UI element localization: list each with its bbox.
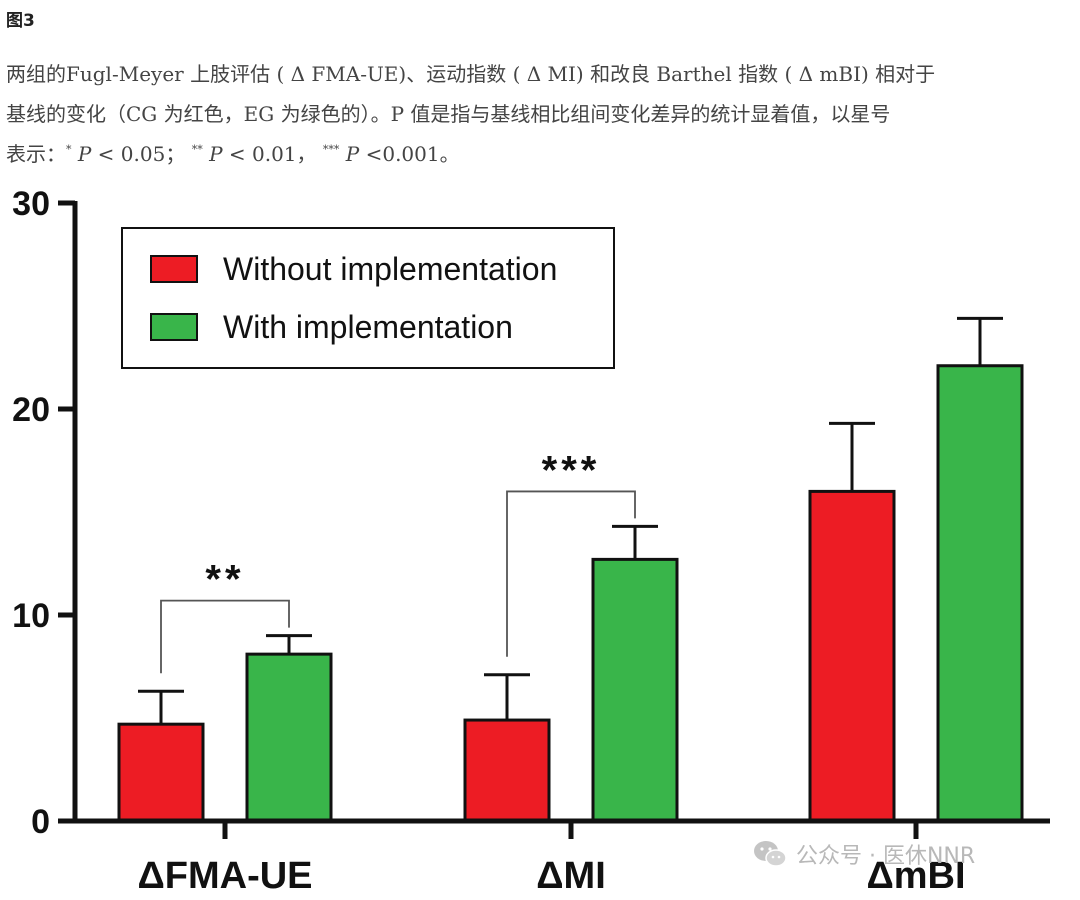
sig2-mark: ** [191,143,203,156]
significance-bracket [160,599,290,674]
figure-label: 图3 [6,11,35,31]
watermark: 公众号 · 医休NNR [752,838,975,870]
sig3-mark: *** [322,143,340,156]
y-tick-label: 0 [31,803,50,841]
bar [936,364,1024,823]
caption-line-3: 表示：* P < 0.05； ** P < 0.01， *** P <0.001… [6,134,1074,174]
y-tick-label: 20 [12,391,50,429]
bar [117,722,205,823]
bar [463,718,551,823]
x-tick-label: ΔMI [536,855,606,897]
legend-swatch [150,313,198,341]
caption-line-3-prefix: 表示： [6,142,66,166]
bar [808,489,896,823]
watermark-text: 公众号 · 医休NNR [796,844,976,869]
significance-label: ** [205,558,244,602]
y-tick-label: 30 [12,185,50,223]
legend-box [121,227,615,369]
caption-line-2: 基线的变化（CG 为红色，EG 为绿色的）。P 值是指与基线相比组间变化差异的统… [6,102,891,126]
significance-bracket [506,490,636,657]
wechat-icon [754,841,787,867]
sig2-p: P [209,142,223,166]
sig1-text: < 0.05； [91,142,186,166]
sig2-text: < 0.01， [222,142,317,166]
y-tick-label: 10 [12,597,50,635]
figure-caption: 两组的Fugl-Meyer 上肢评估 ( Δ FMA-UE)、运动指数 ( Δ … [6,54,1074,174]
x-tick-label: ΔFMA-UE [137,855,312,897]
legend-label: Without implementation [223,251,557,287]
sig1-p: P [77,142,92,166]
sig1-mark: * [66,143,72,156]
legend-swatch [150,255,198,283]
legend-label: With implementation [223,309,513,345]
sig3-p: P [345,142,360,166]
sig3-text: <0.001。 [359,142,460,166]
bar [591,557,679,823]
caption-line-1: 两组的Fugl-Meyer 上肢评估 ( Δ FMA-UE)、运动指数 ( Δ … [6,62,936,86]
bar [245,652,333,823]
x-tick-label: ΔmBI [866,855,965,897]
significance-label: *** [542,448,601,492]
